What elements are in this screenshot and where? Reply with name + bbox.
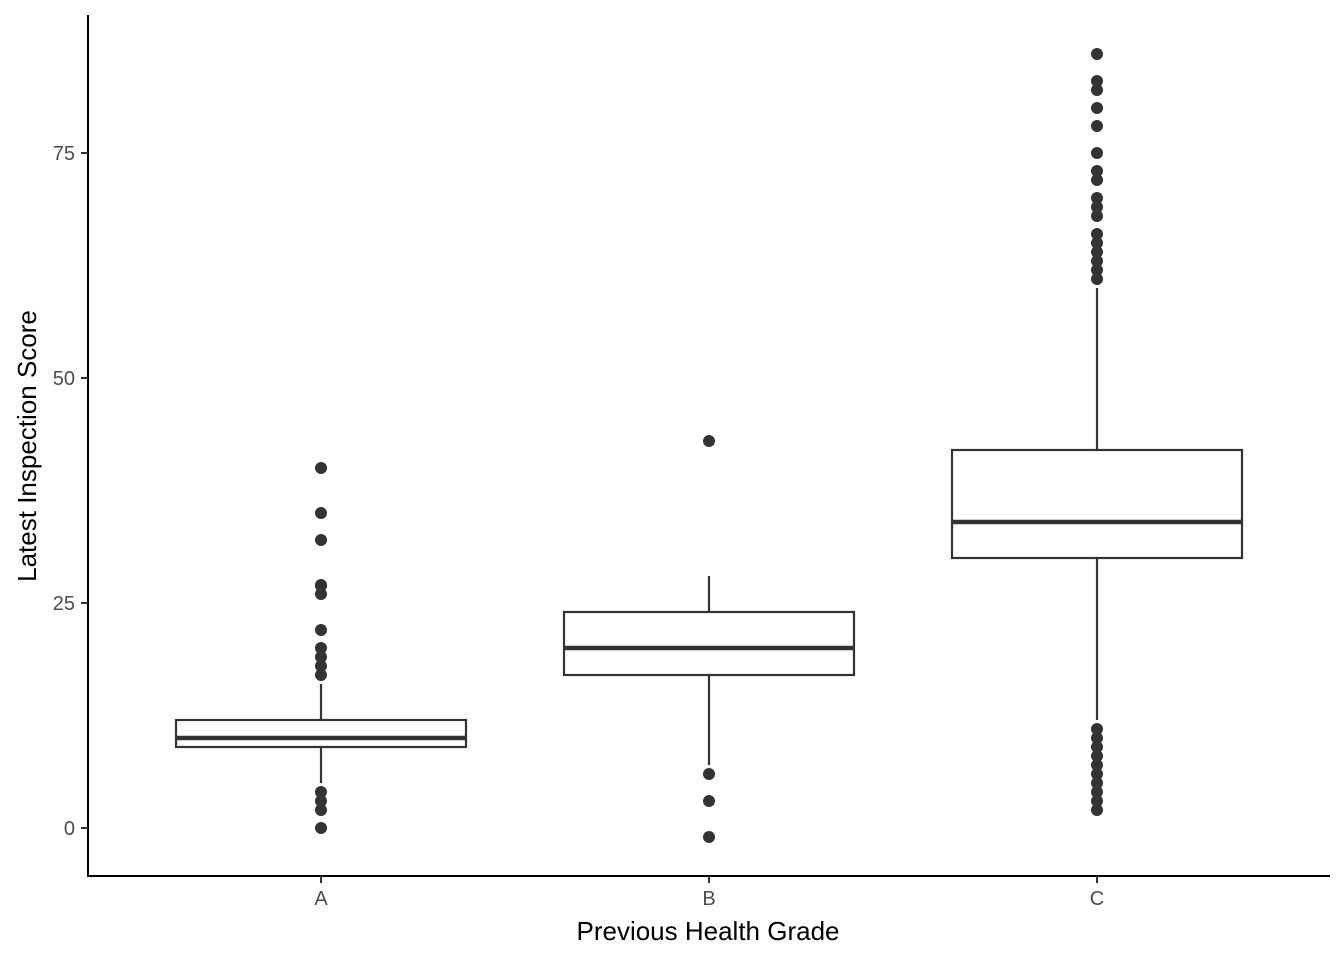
outlier-point — [703, 435, 715, 447]
outlier-point — [315, 642, 327, 654]
outlier-point — [1091, 192, 1103, 204]
outlier-point — [315, 804, 327, 816]
outlier-point — [1091, 759, 1103, 771]
y-axis-ticks: 0 25 50 75 — [53, 143, 88, 840]
outlier-point — [315, 651, 327, 663]
outlier-point — [1091, 246, 1103, 258]
iqr-box — [562, 610, 856, 677]
outlier-point — [1091, 273, 1103, 285]
outlier-point — [1091, 777, 1103, 789]
outlier-point — [1091, 228, 1103, 240]
outlier-point — [1091, 768, 1103, 780]
outlier-point — [1091, 75, 1103, 87]
outlier-point — [1091, 120, 1103, 132]
box-group-A — [174, 462, 468, 834]
outlier-point — [1091, 795, 1103, 807]
outlier-point — [315, 660, 327, 672]
x-tick-label: A — [314, 888, 328, 910]
y-tick-label: 75 — [53, 143, 75, 165]
outlier-point — [1091, 147, 1103, 159]
outlier-point — [703, 768, 715, 780]
outlier-point — [1091, 102, 1103, 114]
x-tick-label: B — [702, 888, 715, 910]
x-axis-ticks: A B C — [314, 876, 1104, 910]
outlier-point — [315, 534, 327, 546]
outlier-point — [703, 795, 715, 807]
outlier-point — [1091, 723, 1103, 735]
outlier-point — [315, 822, 327, 834]
x-tick-label: C — [1090, 888, 1104, 910]
outlier-point — [315, 624, 327, 636]
outlier-point — [1091, 165, 1103, 177]
box-group-B — [562, 435, 856, 843]
outlier-point — [1091, 750, 1103, 762]
y-tick-label: 25 — [53, 593, 75, 615]
outlier-point — [315, 795, 327, 807]
outlier-point — [315, 588, 327, 600]
outlier-point — [1091, 210, 1103, 222]
x-axis-title: Previous Health Grade — [576, 916, 839, 946]
y-tick-label: 50 — [53, 368, 75, 390]
plot-area — [174, 48, 1244, 843]
outlier-point — [1091, 804, 1103, 816]
outlier-point — [1091, 174, 1103, 186]
y-axis-title: Latest Inspection Score — [12, 310, 42, 582]
outlier-point — [1091, 201, 1103, 213]
outlier-point — [1091, 732, 1103, 744]
outlier-point — [315, 786, 327, 798]
iqr-box — [950, 448, 1244, 560]
outlier-point — [315, 462, 327, 474]
outlier-point — [1091, 237, 1103, 249]
y-tick-label: 0 — [64, 818, 75, 840]
outlier-point — [315, 669, 327, 681]
outlier-point — [1091, 84, 1103, 96]
outlier-point — [1091, 48, 1103, 60]
outlier-point — [315, 507, 327, 519]
box-group-C — [950, 48, 1244, 816]
outlier-point — [703, 831, 715, 843]
outlier-point — [1091, 255, 1103, 267]
outlier-point — [1091, 741, 1103, 753]
outlier-point — [1091, 786, 1103, 798]
iqr-box — [174, 718, 468, 749]
outlier-point — [1091, 264, 1103, 276]
